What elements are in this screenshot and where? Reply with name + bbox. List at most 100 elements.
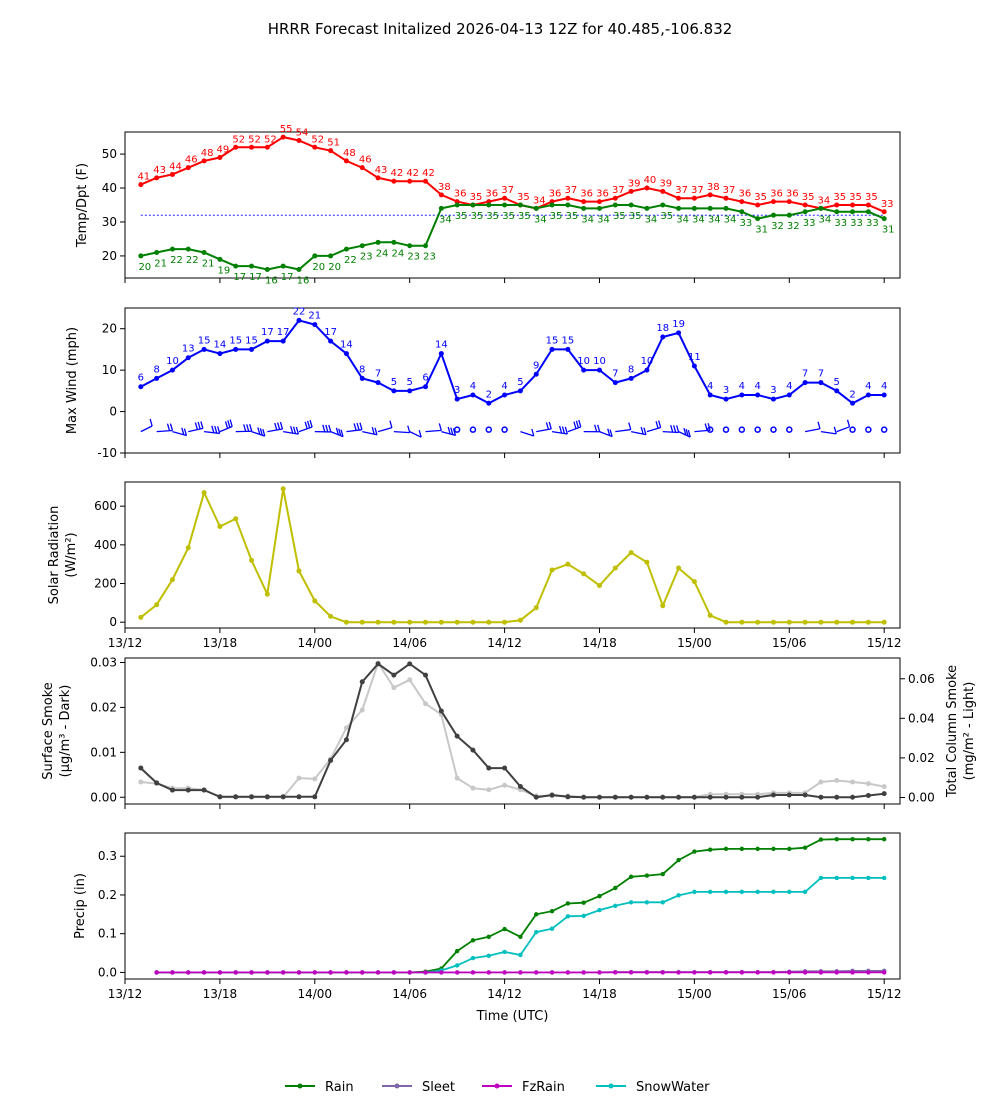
fzrain-point bbox=[723, 970, 729, 975]
legend-label: Sleet bbox=[422, 1080, 455, 1095]
surface-smoke-point bbox=[723, 794, 729, 800]
temperature-point bbox=[169, 171, 175, 177]
max-wind-point bbox=[169, 367, 175, 373]
dewpoint-point bbox=[138, 253, 144, 259]
wind-barb bbox=[393, 425, 411, 434]
legend-entry-sleet: Sleet bbox=[382, 1080, 455, 1095]
max-wind-point bbox=[612, 380, 618, 386]
max-wind-point bbox=[770, 396, 776, 402]
surface-smoke-point bbox=[691, 794, 697, 800]
wind-barb bbox=[377, 420, 393, 433]
max-wind-data-label: 4 bbox=[881, 381, 887, 392]
snowwater-point bbox=[581, 913, 586, 919]
surface-smoke-point bbox=[676, 794, 682, 800]
dewpoint-point bbox=[881, 216, 887, 222]
surface-smoke-point bbox=[185, 787, 191, 793]
surface-smoke-point bbox=[755, 794, 761, 800]
snowwater-point bbox=[518, 952, 523, 958]
max-wind-data-label: 4 bbox=[754, 381, 760, 392]
fzrain-point bbox=[470, 970, 476, 975]
temperature-point bbox=[802, 202, 808, 208]
wind-barb-calm bbox=[754, 426, 761, 433]
dewpoint-point bbox=[596, 205, 602, 211]
max-wind-point bbox=[423, 384, 429, 390]
snowwater-point bbox=[613, 903, 618, 909]
legend-entry-snowwater: SnowWater bbox=[596, 1080, 710, 1095]
max-wind-point bbox=[454, 396, 460, 402]
max-wind-data-label: 4 bbox=[707, 381, 713, 392]
legend-entry-rain: Rain bbox=[285, 1080, 354, 1095]
wind-barb bbox=[330, 427, 344, 438]
solar-radiation-point bbox=[328, 613, 334, 619]
dewpoint-point bbox=[391, 239, 397, 245]
wind-barb bbox=[156, 423, 174, 433]
precip-y-tick-label: 0.2 bbox=[98, 888, 117, 902]
max-wind-data-label: 14 bbox=[214, 340, 227, 351]
smoke-y-tick-label: 0.02 bbox=[90, 700, 117, 714]
temp-y-label: Temp/Dpt (F) bbox=[75, 163, 90, 248]
dewpoint-data-label: 34 bbox=[676, 214, 689, 225]
temperature-line bbox=[140, 136, 885, 213]
legend-label: Rain bbox=[325, 1080, 354, 1095]
column-smoke-point bbox=[865, 781, 871, 787]
smoke-y2-tick-label: 0.04 bbox=[908, 711, 935, 725]
max-wind-data-label: 15 bbox=[561, 335, 574, 346]
smoke-y2-tick-label: 0.06 bbox=[908, 672, 935, 686]
solar-radiation-point bbox=[486, 619, 492, 625]
x-axis-label: Time (UTC) bbox=[476, 1009, 549, 1024]
dewpoint-data-label: 34 bbox=[645, 214, 658, 225]
surface-smoke-point bbox=[565, 794, 571, 800]
max-wind-data-label: 4 bbox=[501, 381, 507, 392]
dewpoint-point bbox=[691, 205, 697, 211]
dewpoint-data-label: 16 bbox=[265, 276, 278, 287]
fzrain-point bbox=[265, 970, 270, 975]
rain-point bbox=[755, 846, 760, 852]
max-wind-line bbox=[140, 319, 885, 405]
surface-smoke-point bbox=[739, 794, 745, 800]
temperature-data-label: 38 bbox=[438, 182, 451, 193]
column-smoke-point bbox=[470, 785, 476, 791]
max-wind-point bbox=[185, 355, 191, 361]
solar-radiation-point bbox=[755, 619, 761, 625]
surface-smoke-point bbox=[249, 794, 255, 800]
wind-barb bbox=[441, 426, 457, 437]
dewpoint-data-label: 17 bbox=[249, 272, 262, 283]
dewpoint-data-label: 35 bbox=[486, 211, 499, 222]
fzrain-point bbox=[249, 970, 254, 975]
dewpoint-data-label: 34 bbox=[439, 214, 452, 225]
snowwater-point bbox=[565, 914, 571, 919]
temperature-data-label: 33 bbox=[881, 199, 894, 210]
wind-barb bbox=[346, 422, 363, 433]
solar-radiation-point bbox=[217, 523, 223, 529]
column-smoke-point bbox=[296, 775, 302, 781]
max-wind-data-label: 15 bbox=[229, 335, 242, 346]
dewpoint-point bbox=[169, 246, 175, 252]
max-wind-data-label: 15 bbox=[245, 335, 258, 346]
dewpoint-data-label: 24 bbox=[392, 248, 405, 259]
surface-smoke-point bbox=[233, 794, 239, 800]
dewpoint-data-label: 35 bbox=[613, 211, 626, 222]
dewpoint-data-label: 35 bbox=[471, 211, 484, 222]
max-wind-data-label: 13 bbox=[182, 344, 195, 355]
surface-smoke-point bbox=[423, 672, 429, 678]
dewpoint-data-label: 21 bbox=[154, 259, 167, 270]
dewpoint-point bbox=[375, 239, 381, 245]
temperature-data-label: 36 bbox=[770, 189, 783, 200]
solar-radiation-point bbox=[233, 516, 239, 522]
surface-smoke-point bbox=[644, 794, 650, 800]
temperature-data-label: 36 bbox=[549, 189, 562, 200]
temp-dewpoint-panel: 20 30 40 50 Temp/Dpt (F) 41 20 43 21 44 22 46 22 48 21… bbox=[75, 124, 901, 287]
surface-smoke-point bbox=[343, 737, 349, 743]
temp-y-tick-label: 20 bbox=[102, 249, 117, 263]
rain-point bbox=[549, 909, 555, 914]
wind-barb bbox=[536, 421, 552, 433]
temperature-data-label: 37 bbox=[723, 185, 736, 196]
precip-y-tick-label: 0.3 bbox=[98, 849, 117, 863]
temperature-data-label: 34 bbox=[533, 195, 546, 206]
temperature-point bbox=[249, 144, 255, 150]
fzrain-point bbox=[502, 970, 507, 975]
rain-point bbox=[802, 845, 808, 850]
temperature-data-label: 46 bbox=[185, 155, 198, 166]
surface-smoke-point bbox=[138, 765, 144, 771]
max-wind-point bbox=[865, 392, 871, 398]
